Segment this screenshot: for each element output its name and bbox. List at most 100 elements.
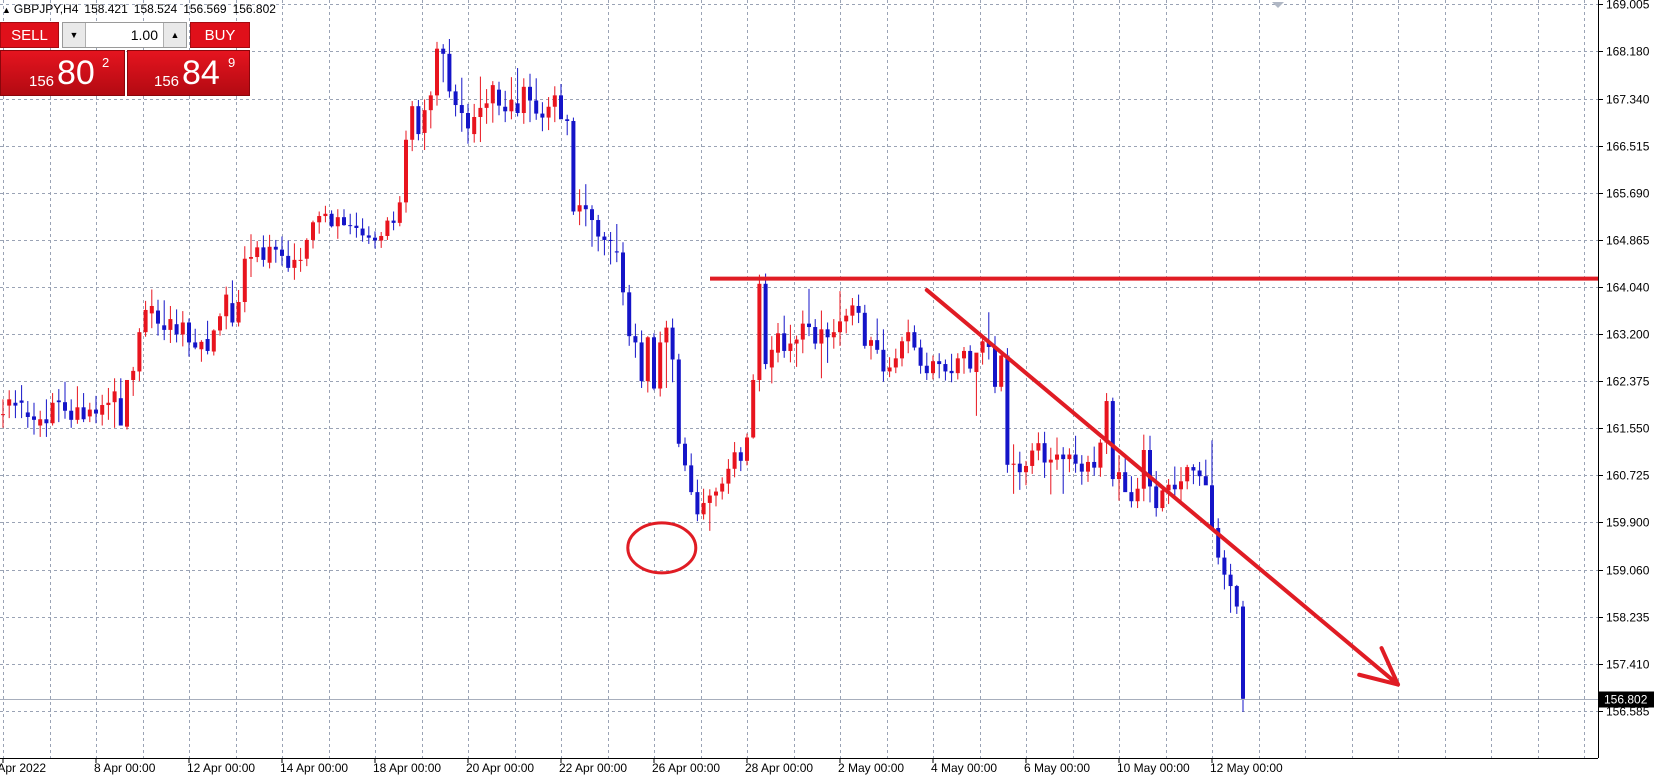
candle-body — [521, 86, 526, 114]
swing-low-circle[interactable] — [626, 521, 698, 575]
candle-body — [819, 329, 824, 344]
ohlc-open: 158.421 — [84, 2, 128, 16]
candle-body — [348, 225, 353, 227]
candle-body — [621, 252, 625, 293]
candle-body — [726, 468, 731, 484]
candle-body — [850, 305, 855, 316]
x-tick-label: 12 Apr 00:00 — [187, 761, 255, 775]
candle-body — [81, 407, 86, 420]
candle-body — [918, 347, 923, 366]
x-tick-label: 14 Apr 00:00 — [280, 761, 348, 775]
y-tick-label: 162.375 — [1606, 375, 1650, 389]
candle-body — [125, 379, 129, 427]
y-axis: 169.005 168.180 167.340 166.515 165.690 164.8… — [1598, 0, 1650, 719]
chevron-down-icon[interactable]: ▼ — [63, 23, 86, 47]
candle-body — [893, 358, 898, 368]
candle-body — [614, 251, 619, 253]
candle-body — [943, 364, 948, 372]
candle-body — [1210, 485, 1214, 528]
candle-body — [1241, 606, 1245, 699]
candle-body — [1104, 401, 1109, 443]
x-tick-label: 4 May 00:00 — [931, 761, 997, 775]
lot-size-value[interactable]: 1.00 — [130, 27, 158, 43]
candle-body — [273, 246, 278, 250]
candle-body — [112, 391, 117, 403]
candle-body — [1092, 461, 1097, 468]
candle-body — [180, 322, 185, 335]
candle-body — [844, 315, 849, 322]
candle-body — [980, 341, 985, 353]
candle-body — [7, 399, 12, 406]
candle-body — [94, 409, 98, 414]
buy-button[interactable]: BUY — [190, 22, 250, 48]
candle-body — [311, 222, 315, 240]
candle-body — [552, 95, 557, 107]
ohlc-close: 156.802 — [232, 2, 276, 16]
candle-body — [528, 86, 532, 101]
candle-body — [44, 419, 49, 424]
chevron-up-icon[interactable]: ▲ — [163, 23, 186, 47]
candle-body — [887, 367, 892, 372]
downtrend-arrow-line[interactable] — [924, 288, 1400, 687]
candle-body — [583, 205, 588, 210]
candle-body — [100, 405, 105, 415]
candle-body — [1228, 574, 1233, 587]
candle-body — [317, 216, 322, 223]
candle-body — [1073, 454, 1078, 464]
candle-body — [280, 249, 284, 256]
candle-body — [478, 107, 483, 117]
x-tick-label: 2 May 00:00 — [838, 761, 904, 775]
candle-body — [800, 323, 805, 340]
candle-body — [143, 309, 148, 333]
candle-body — [763, 283, 768, 365]
candle-body — [676, 359, 681, 444]
candle-body — [546, 106, 551, 118]
lot-size-stepper[interactable]: ▼ 1.00 ▲ — [62, 22, 187, 48]
candle-body — [162, 325, 167, 330]
candle-body — [974, 352, 979, 373]
candles — [1, 39, 1245, 712]
candle-body — [404, 139, 408, 203]
candle-body — [1172, 484, 1177, 490]
candle-body — [335, 217, 340, 227]
candle-body — [714, 491, 718, 496]
sell-price-quote[interactable]: 156 80 2 — [0, 50, 125, 96]
candle-body — [782, 333, 787, 351]
candle-body — [1042, 443, 1047, 463]
candle-body — [745, 437, 749, 461]
candle-body — [776, 333, 780, 353]
buy-price-quote[interactable]: 156 84 9 — [127, 50, 250, 96]
x-axis: 6 Apr 2022 8 Apr 00:00 12 Apr 00:00 14 Apr … — [0, 758, 1283, 775]
candle-body — [1154, 486, 1159, 509]
symbol-label: GBPJPY,H4 — [13, 2, 79, 16]
candle-body — [645, 337, 650, 382]
candle-body — [447, 53, 452, 92]
candle-body — [379, 235, 384, 241]
shift-marker-icon[interactable] — [1272, 2, 1284, 8]
candle-body — [993, 346, 997, 387]
candle-body — [236, 301, 241, 323]
candle-body — [955, 358, 960, 374]
y-tick-label: 157.410 — [1606, 658, 1650, 672]
candle-body — [261, 247, 266, 260]
candle-body — [459, 105, 464, 114]
buy-price-pips: 84 — [182, 54, 220, 92]
candle-body — [695, 492, 700, 515]
candle-body — [1117, 472, 1121, 480]
candle-body — [255, 247, 260, 258]
candle-body — [534, 100, 539, 114]
candle-body — [1036, 443, 1041, 451]
sell-price-pips: 80 — [57, 54, 95, 92]
x-tick-label: 20 Apr 00:00 — [466, 761, 534, 775]
candle-body — [738, 452, 743, 461]
ohlc-low: 156.569 — [183, 2, 227, 16]
candle-body — [658, 342, 663, 389]
candle-body — [118, 398, 123, 426]
candle-body — [69, 410, 74, 420]
collapse-triangle-icon[interactable]: ▲ — [2, 5, 11, 15]
sell-button[interactable]: SELL — [0, 22, 59, 48]
candle-body — [218, 316, 222, 331]
candle-body — [373, 237, 377, 241]
candle-body — [466, 113, 470, 129]
